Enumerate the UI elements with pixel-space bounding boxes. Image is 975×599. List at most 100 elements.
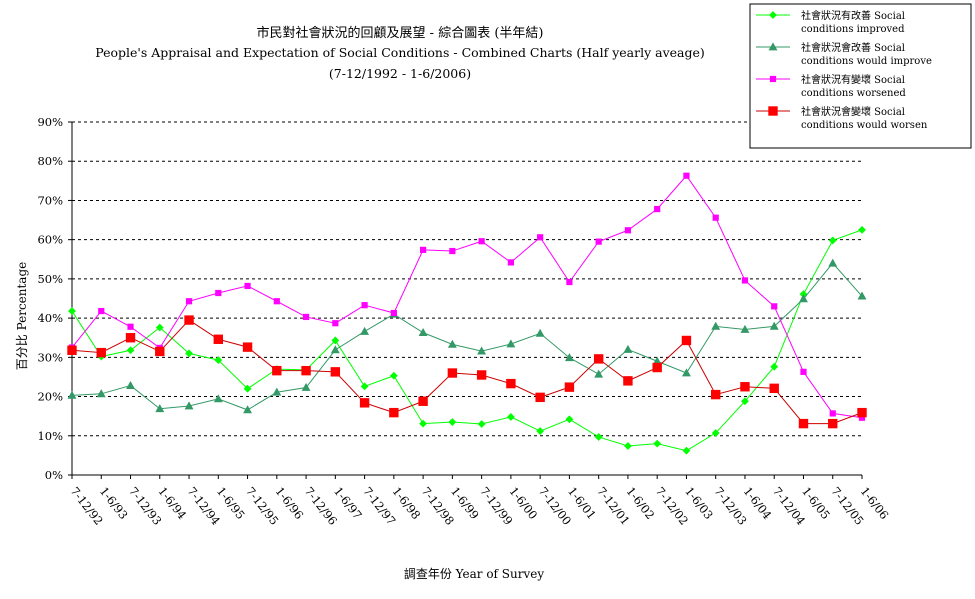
data-point	[681, 335, 692, 346]
data-point	[125, 333, 136, 343]
data-point	[155, 346, 165, 357]
legend-label-line2: conditions worsened	[801, 88, 906, 99]
series-group	[67, 172, 867, 455]
data-point	[623, 376, 633, 386]
x-axis-label: 調查年份 Year of Survey	[404, 567, 545, 581]
y-tick-label: 10%	[37, 429, 63, 443]
y-tick-label: 20%	[37, 390, 63, 404]
data-point	[214, 356, 223, 364]
data-point	[506, 339, 516, 348]
data-point	[360, 326, 370, 335]
y-tick-label: 60%	[37, 233, 63, 247]
series-1	[68, 225, 866, 455]
data-point	[184, 401, 194, 410]
data-point	[301, 365, 311, 376]
data-point	[68, 307, 76, 315]
data-point	[155, 404, 165, 413]
data-point	[477, 346, 487, 355]
data-point	[768, 106, 778, 116]
data-point	[476, 370, 487, 380]
data-point	[477, 420, 486, 428]
y-axis-label: 百分比 Percentage	[15, 262, 29, 371]
data-point	[389, 407, 399, 418]
data-point	[565, 415, 574, 424]
data-point	[506, 413, 515, 421]
series-2	[67, 258, 867, 414]
y-tick-label: 0%	[45, 468, 63, 482]
data-point	[244, 282, 251, 290]
data-point	[537, 234, 544, 241]
data-point	[769, 75, 777, 83]
legend-box	[749, 3, 972, 149]
data-point	[771, 303, 778, 310]
data-point	[653, 439, 662, 448]
data-point	[390, 309, 397, 317]
data-point	[419, 419, 428, 428]
data-point	[360, 382, 369, 391]
data-point	[184, 315, 194, 325]
data-point	[769, 11, 777, 19]
data-point	[594, 369, 604, 378]
data-point	[594, 433, 603, 441]
data-point	[711, 321, 721, 330]
data-point	[828, 258, 838, 267]
data-point	[448, 418, 457, 426]
data-point	[418, 396, 428, 406]
data-point	[126, 380, 135, 389]
data-point	[420, 246, 427, 253]
legend: 社會狀況有改善 Social conditions improved 社會狀況會改善…	[749, 3, 972, 149]
data-point	[535, 392, 545, 403]
data-point	[215, 289, 222, 297]
data-point	[652, 362, 662, 373]
legend-label-line2: conditions would improve	[801, 56, 932, 67]
data-point	[506, 378, 516, 389]
chart-date-range: (7-12/1992 - 1-6/2006)	[329, 66, 471, 81]
data-point	[213, 394, 223, 403]
data-point	[243, 405, 253, 414]
data-point	[798, 418, 809, 429]
x-axis-ticks: 7-12/921-6/937-12/931-6/947-12/941-6/957…	[68, 475, 891, 528]
data-point	[624, 227, 632, 234]
data-point	[243, 384, 252, 393]
data-point	[155, 323, 164, 332]
data-point	[185, 298, 193, 305]
y-tick-label: 70%	[37, 193, 63, 207]
data-point	[654, 205, 661, 213]
data-point	[447, 368, 458, 378]
data-point	[127, 323, 134, 330]
data-point	[478, 238, 485, 245]
data-point	[359, 398, 370, 408]
data-point	[389, 371, 398, 380]
y-tick-label: 50%	[37, 272, 63, 286]
data-point	[331, 336, 340, 345]
data-point	[302, 313, 310, 321]
data-point	[828, 418, 838, 429]
data-point	[624, 442, 632, 450]
data-point	[681, 368, 691, 377]
data-point	[535, 328, 545, 337]
legend-label: 社會狀況會變壞 Social	[801, 105, 905, 118]
legend-label-line2: conditions improved	[801, 24, 905, 35]
axes	[71, 122, 862, 476]
data-point	[242, 342, 253, 352]
legend-label: 社會狀況有改善 Social	[801, 9, 905, 22]
data-point	[595, 238, 602, 245]
data-point	[507, 259, 514, 266]
data-point	[857, 291, 867, 300]
data-point	[828, 236, 837, 245]
data-point	[741, 397, 749, 406]
data-point	[799, 294, 808, 303]
data-point	[564, 353, 574, 362]
data-point	[272, 365, 282, 376]
data-point	[711, 389, 721, 400]
legend-label: 社會狀況有變壞 Social	[801, 73, 905, 86]
data-point	[768, 42, 778, 51]
data-point	[800, 368, 807, 375]
data-point	[361, 302, 368, 309]
data-point	[566, 278, 573, 286]
data-point	[332, 320, 339, 327]
data-point	[67, 345, 77, 355]
y-tick-label: 40%	[37, 311, 63, 325]
data-point	[96, 347, 106, 358]
